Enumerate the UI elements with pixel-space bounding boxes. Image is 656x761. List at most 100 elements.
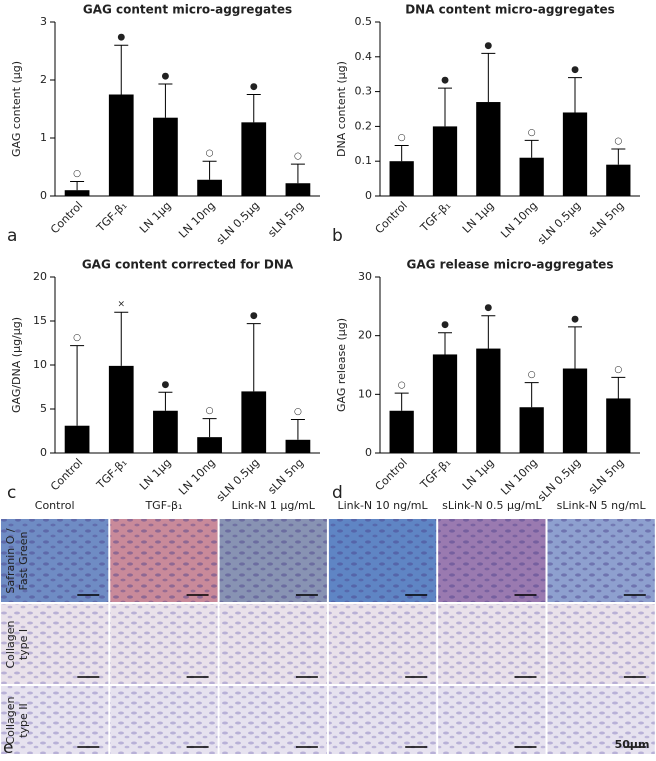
micrograph-texture xyxy=(547,604,655,684)
error-bar xyxy=(246,94,261,123)
bar xyxy=(432,354,458,453)
x-tick-label: LN 1µg xyxy=(137,456,174,493)
micrograph-texture xyxy=(1,686,109,754)
significance-marker: ○ xyxy=(73,333,81,343)
y-tick-label: 20 xyxy=(33,270,47,283)
y-tick-label: 1 xyxy=(40,131,47,144)
significance-marker: ○ xyxy=(206,149,214,159)
error-bar xyxy=(481,52,496,103)
chart-title: GAG content micro-aggregates xyxy=(83,3,292,17)
micrograph-texture xyxy=(219,686,327,754)
x-tick-label: LN 10ng xyxy=(498,456,540,498)
x-tick-label: sLN 0.5µg xyxy=(214,456,262,504)
y-tick-label: 0 xyxy=(40,446,47,459)
x-tick-label: sLN 5ng xyxy=(586,199,627,240)
bar xyxy=(108,94,134,196)
bar xyxy=(562,112,588,196)
bar xyxy=(519,407,544,453)
bar xyxy=(285,183,311,196)
error-bar xyxy=(114,311,129,366)
error-bar xyxy=(394,145,409,162)
error-bar xyxy=(158,391,173,411)
y-tick-label: 3 xyxy=(40,15,47,28)
y-tick-label: 2 xyxy=(40,73,47,86)
error-bar xyxy=(290,419,305,440)
significance-marker: ○ xyxy=(528,370,536,380)
y-tick-label: 20 xyxy=(358,329,372,342)
x-tick-label: sLN 5ng xyxy=(265,456,306,497)
chart-title: DNA content micro-aggregates xyxy=(405,3,615,17)
y-tick-label: 0.4 xyxy=(355,50,373,63)
bar xyxy=(476,348,501,453)
error-bar xyxy=(70,345,85,426)
panel-label: e xyxy=(3,738,13,758)
error-bar xyxy=(611,376,626,399)
y-tick-label: 0.1 xyxy=(355,154,373,167)
y-axis-label: GAG/DNA (µg/µg) xyxy=(10,317,23,413)
x-tick-label: TGF-β₁ xyxy=(93,456,129,492)
x-tick-label: Control xyxy=(373,456,410,493)
row-label: Collagen xyxy=(4,696,17,744)
micrograph-texture xyxy=(328,686,437,754)
micrograph-texture xyxy=(219,519,327,602)
micrograph-texture xyxy=(547,686,655,754)
micrograph-texture xyxy=(328,604,437,684)
significance-marker: ● xyxy=(250,82,258,92)
scale-label: 50µm xyxy=(615,738,650,751)
y-tick-label: 0.2 xyxy=(355,119,373,132)
significance-marker: ○ xyxy=(528,128,536,138)
bar xyxy=(153,117,178,196)
significance-marker: ● xyxy=(161,72,169,82)
micrograph-texture xyxy=(110,604,218,684)
bar xyxy=(197,437,222,453)
error-bar xyxy=(394,392,409,411)
bar xyxy=(64,425,90,453)
significance-marker: ● xyxy=(441,320,449,330)
significance-marker: ● xyxy=(484,41,492,51)
micrograph-texture xyxy=(1,604,109,684)
y-axis-label: GAG content (µg) xyxy=(10,61,23,157)
error-bar xyxy=(246,323,261,392)
error-bar xyxy=(524,382,539,408)
micrograph-texture xyxy=(438,604,546,684)
x-tick-label: LN 1µg xyxy=(460,456,497,493)
column-header: sLink-N 0.5 µg/mL xyxy=(442,499,542,512)
y-tick-label: 0.3 xyxy=(355,85,373,98)
error-bar xyxy=(481,315,496,349)
micrograph-texture xyxy=(547,519,655,602)
significance-marker: ○ xyxy=(294,152,302,162)
y-axis-label: GAG release (µg) xyxy=(335,318,348,412)
y-tick-label: 10 xyxy=(33,358,47,371)
chart-title: GAG content corrected for DNA xyxy=(82,258,294,272)
significance-marker: ● xyxy=(571,314,579,324)
significance-marker: ● xyxy=(441,76,449,86)
significance-marker: ○ xyxy=(294,407,302,417)
y-tick-label: 15 xyxy=(33,314,47,327)
x-tick-label: sLN 0.5µg xyxy=(535,456,583,504)
significance-marker: ○ xyxy=(73,169,81,179)
y-axis-label: DNA content (µg) xyxy=(335,61,348,157)
significance-marker: ○ xyxy=(614,137,622,147)
x-tick-label: TGF-β₁ xyxy=(93,199,129,235)
micrograph-texture xyxy=(328,519,437,602)
error-bar xyxy=(568,326,582,369)
significance-marker: ○ xyxy=(398,381,406,391)
x-tick-label: sLN 5ng xyxy=(586,456,627,497)
panel-label: b xyxy=(332,226,343,246)
chart-title: GAG release micro-aggregates xyxy=(407,258,614,272)
error-bar xyxy=(202,418,217,438)
bar xyxy=(389,410,414,453)
significance-marker: × xyxy=(117,300,125,310)
y-tick-label: 5 xyxy=(40,402,47,415)
micrograph-texture xyxy=(438,519,546,602)
row-label: Collagen xyxy=(4,620,17,668)
error-bar xyxy=(524,139,539,158)
bar xyxy=(285,439,311,453)
bar xyxy=(606,398,631,453)
x-tick-label: LN 1µg xyxy=(460,199,497,236)
x-tick-label: TGF-β₁ xyxy=(417,199,453,235)
x-tick-label: sLN 0.5µg xyxy=(214,199,262,247)
x-tick-label: LN 10ng xyxy=(498,199,540,241)
row-label: type II xyxy=(17,703,30,738)
column-header: Control xyxy=(35,499,75,512)
